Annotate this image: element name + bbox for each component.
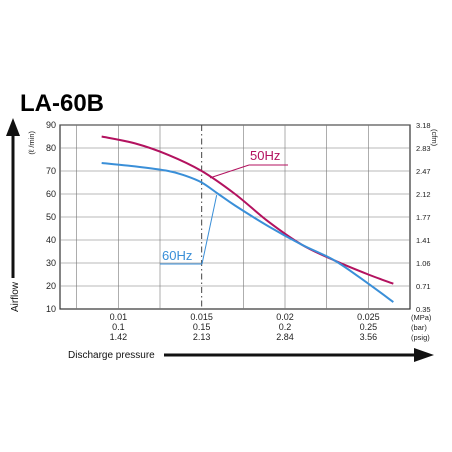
- series-60hz-label: 60Hz: [162, 248, 192, 263]
- x-tick-label-bar: 0.1: [112, 322, 125, 332]
- series-60hz-leader: [201, 195, 218, 265]
- y-right-unit: (cfm): [430, 129, 439, 147]
- y-left-unit: (ℓ /min): [27, 130, 36, 154]
- y-axis-arrowhead: [6, 118, 20, 136]
- x-axis-label: Discharge pressure: [68, 350, 155, 361]
- chart-title: LA-60B: [20, 90, 104, 117]
- y-axis-label: Airflow: [10, 281, 21, 312]
- y-left-tick-label: 10: [46, 304, 56, 314]
- series-line-50hz: [101, 135, 394, 285]
- x-tick-label-psig: 2.13: [193, 332, 211, 342]
- y-left-tick-label: 70: [46, 166, 56, 176]
- y-right-ticks: 0.35 0.71 1.06 1.41 1.77 2.12 2.47 2.83 3.18: [416, 121, 431, 314]
- y-right-tick-label: 1.06: [416, 259, 431, 268]
- y-left-tick-label: 50: [46, 212, 56, 222]
- y-left-tick-label: 40: [46, 235, 56, 245]
- y-right-tick-label: 3.18: [416, 121, 431, 130]
- x-tick-label-bar: 0.2: [279, 322, 292, 332]
- x-tick-label-mpa: 0.025: [357, 312, 380, 322]
- x-tick-label-psig: 1.42: [110, 332, 128, 342]
- x-tick-label-mpa: 0.02: [276, 312, 294, 322]
- x-tick-label-psig: 2.84: [276, 332, 294, 342]
- y-left-ticks: 10 20 30 40 50 60 70 80 90: [46, 120, 56, 314]
- y-left-tick-label: 90: [46, 120, 56, 130]
- series-lines: [101, 135, 394, 303]
- grid-lines: [60, 124, 410, 309]
- y-left-tick-label: 30: [46, 258, 56, 268]
- x-tick-label-mpa: 0.015: [190, 312, 213, 322]
- y-right-tick-label: 1.41: [416, 236, 431, 245]
- y-right-tick-label: 1.77: [416, 213, 431, 222]
- y-right-tick-label: 0.35: [416, 305, 431, 314]
- y-left-tick-label: 60: [46, 189, 56, 199]
- x-tick-label-mpa: 0.01: [110, 312, 128, 322]
- y-left-tick-label: 20: [46, 281, 56, 291]
- y-right-tick-label: 2.83: [416, 144, 431, 153]
- y-right-tick-label: 0.71: [416, 282, 431, 291]
- x-unit-label: (MPa): [411, 313, 432, 322]
- x-axis-arrowhead: [414, 348, 434, 362]
- series-50hz-leader: [209, 164, 250, 179]
- y-left-tick-label: 80: [46, 143, 56, 153]
- series-line-60hz: [101, 161, 394, 303]
- x-unit-label: (psig): [411, 333, 430, 342]
- y-right-tick-label: 2.47: [416, 167, 431, 176]
- x-tick-label-bar: 0.15: [193, 322, 211, 332]
- x-tick-label-psig: 3.56: [360, 332, 378, 342]
- x-unit-label: (bar): [411, 323, 427, 332]
- series-50hz-label: 50Hz: [250, 148, 280, 163]
- x-tick-label-bar: 0.25: [360, 322, 378, 332]
- y-right-tick-label: 2.12: [416, 190, 431, 199]
